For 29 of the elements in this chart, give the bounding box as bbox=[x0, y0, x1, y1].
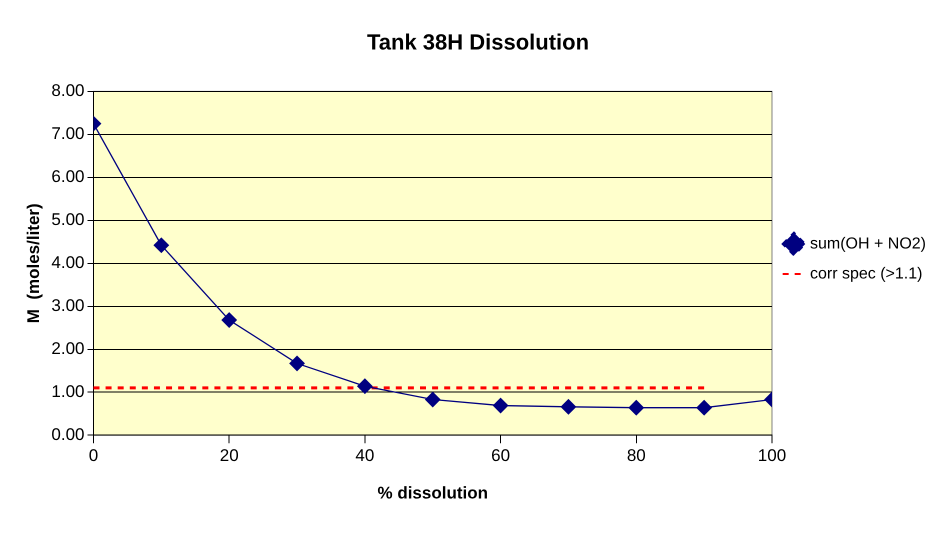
y-tick-label: 4.00 bbox=[51, 252, 84, 272]
x-tick-label: 60 bbox=[491, 446, 510, 466]
y-tick-label: 8.00 bbox=[51, 81, 84, 100]
point bbox=[289, 356, 305, 372]
point bbox=[357, 378, 373, 394]
x-axis-title: % dissolution bbox=[377, 483, 488, 502]
point bbox=[425, 392, 440, 408]
point bbox=[492, 398, 508, 414]
y-tick-label: 3.00 bbox=[51, 296, 84, 315]
x-tick-label: 0 bbox=[88, 446, 98, 466]
y-tick-label: 0.00 bbox=[51, 424, 84, 444]
y-tick-label: 6.00 bbox=[51, 167, 84, 186]
point bbox=[628, 400, 644, 416]
legend-label: corr spec (>1.1) bbox=[810, 265, 922, 282]
point bbox=[696, 400, 712, 416]
y-tick-label: 5.00 bbox=[51, 210, 84, 230]
y-axis-title: M (moles/liter) bbox=[24, 203, 43, 324]
y-tick-label: 2.00 bbox=[51, 338, 84, 358]
point bbox=[154, 238, 169, 253]
chart-title: Tank 38H Dissolution bbox=[366, 29, 590, 54]
legend-label: sum(OH + NO2) bbox=[810, 235, 926, 252]
x-tick-label: 40 bbox=[355, 446, 374, 466]
point bbox=[222, 312, 237, 328]
x-tick-label: 80 bbox=[626, 446, 646, 466]
x-tick-label: 20 bbox=[220, 446, 239, 466]
x-tick-label: 100 bbox=[758, 446, 786, 466]
y-tick-label: 1.00 bbox=[51, 382, 84, 401]
point bbox=[560, 399, 576, 414]
y-tick-label: 7.00 bbox=[51, 124, 84, 144]
